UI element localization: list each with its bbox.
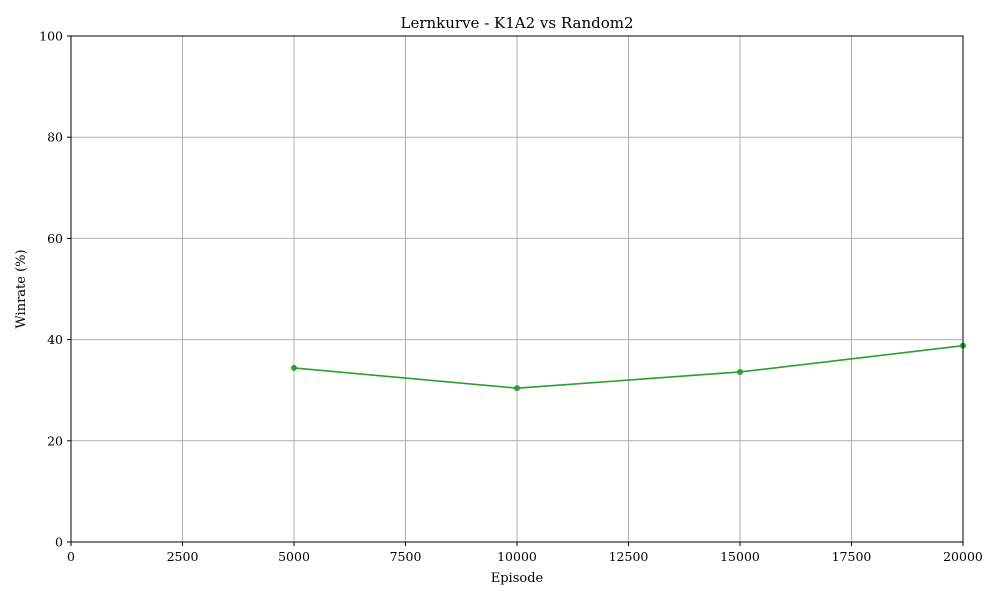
series-layer (291, 342, 966, 392)
x-tick-label: 17500 (832, 549, 872, 564)
y-tick-label: 40 (47, 332, 63, 347)
y-tick-label: 60 (47, 231, 63, 246)
x-tick-label: 0 (67, 549, 75, 564)
x-tick-label: 10000 (497, 549, 537, 564)
chart-title: Lernkurve - K1A2 vs Random2 (400, 14, 633, 32)
x-tick-label: 15000 (720, 549, 760, 564)
x-tick-label: 12500 (609, 549, 649, 564)
y-tick-label: 80 (47, 130, 63, 145)
y-tick-label: 20 (47, 433, 63, 448)
data-point (737, 368, 743, 375)
x-axis-label: Episode (491, 571, 544, 586)
y-tick-label: 100 (39, 29, 63, 44)
series-line (293, 344, 964, 389)
x-tick-label: 5000 (278, 549, 310, 564)
data-point (291, 364, 297, 371)
y-axis-label: Winrate (%) (14, 249, 29, 328)
axis-ticks: 0 2500 5000 7500 10000 12500 15000 17500 20000 0 2… (39, 29, 983, 565)
x-tick-label: 20000 (943, 549, 983, 564)
data-point (514, 385, 520, 392)
y-tick-label: 0 (55, 535, 63, 550)
x-tick-label: 7500 (390, 549, 422, 564)
x-tick-label: 2500 (167, 549, 199, 564)
